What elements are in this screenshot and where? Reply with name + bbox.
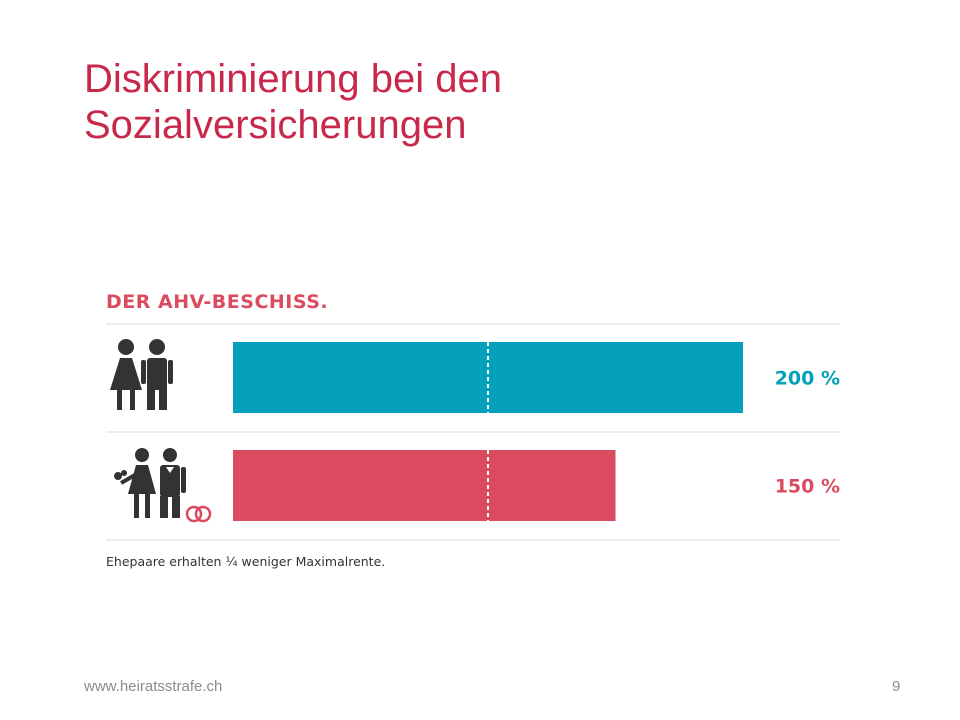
chart-footnote: Ehepaare erhalten ¼ weniger Maximalrente… [106,554,385,569]
married-couple-with-rings-icon [114,448,186,518]
bar-married [233,450,616,521]
value-label-unmarried: 200 % [775,368,840,390]
couple-icon [110,339,173,410]
value-label-married: 150 % [775,476,840,498]
wedding-rings-icon [185,505,212,523]
slide-title-line-2: Sozialversicherungen [84,103,467,147]
ahv-chart: DER AHV-BESCHISS. 200 %150 % E [106,291,840,569]
slide-title: Diskriminierung bei den Sozialversicheru… [84,56,864,148]
labels-layer: 200 % 150 % [775,368,840,498]
page-number: 9 [892,678,901,695]
footer-url: www.heiratsstrafe.ch [84,678,223,695]
slide-title-line-1: Diskriminierung bei den [84,57,502,101]
chart-title: DER AHV-BESCHISS. [106,291,328,313]
bars-layer [233,342,743,521]
